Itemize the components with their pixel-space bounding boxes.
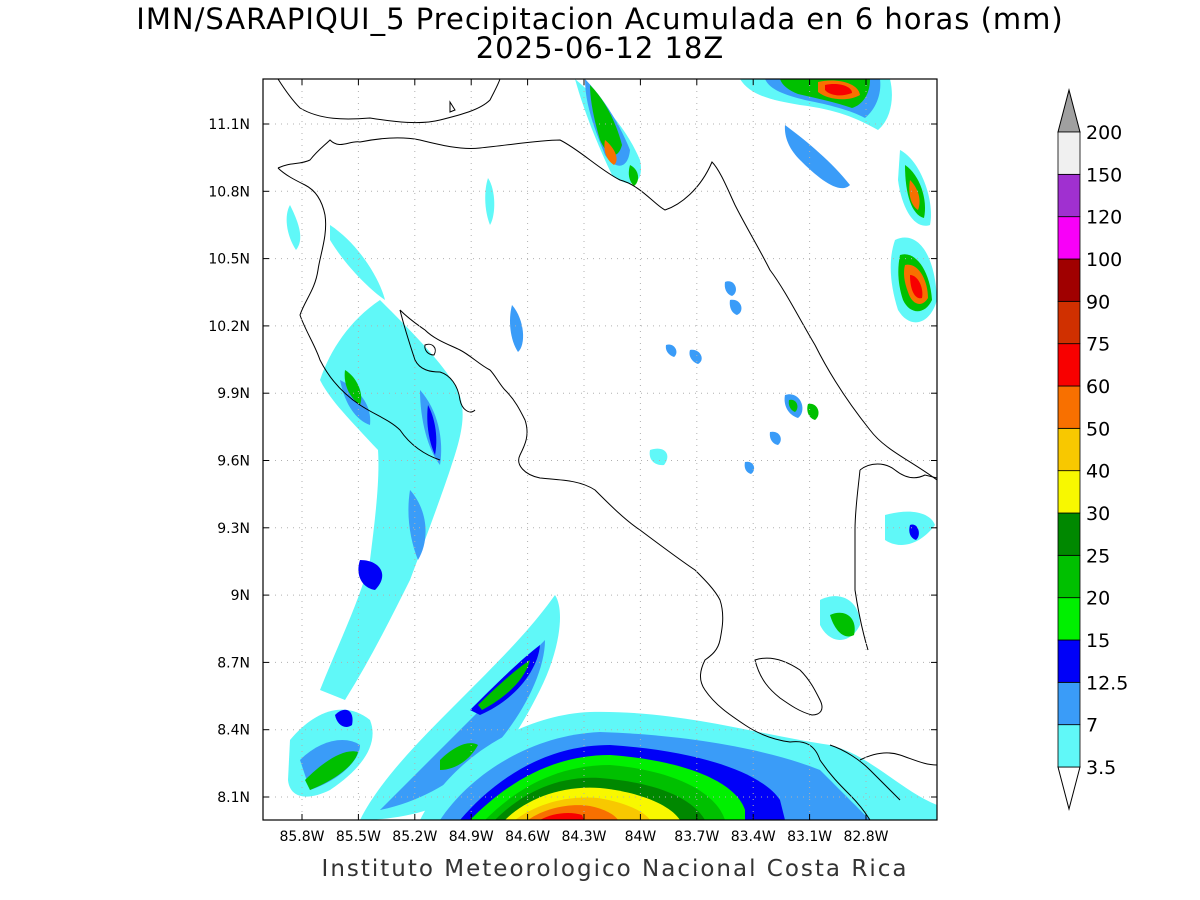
x-tick-label: 83.1W xyxy=(787,829,832,845)
colorbar-swatch xyxy=(1057,131,1081,175)
colorbar-label: 3.5 xyxy=(1086,757,1116,779)
colorbar-swatch xyxy=(1057,385,1081,429)
colorbar-label: 200 xyxy=(1086,122,1122,144)
precipitation-field xyxy=(286,79,937,820)
colorbar-swatch xyxy=(1057,554,1081,599)
colorbar-label: 150 xyxy=(1086,164,1122,186)
x-tick-label: 84W xyxy=(625,829,657,845)
colorbar-swatch xyxy=(1057,427,1081,472)
colorbar-label: 12.5 xyxy=(1086,672,1128,694)
colorbar-label: 15 xyxy=(1086,630,1110,652)
colorbar-swatch xyxy=(1057,258,1081,302)
colorbar-label: 7 xyxy=(1086,715,1098,737)
colorbar-label: 40 xyxy=(1086,461,1110,483)
colorbar-min-arrow xyxy=(1057,766,1081,811)
x-tick-label: 85.8W xyxy=(279,829,324,845)
x-tick-label: 83.7W xyxy=(674,829,719,845)
colorbar-swatch xyxy=(1057,639,1081,683)
colorbar-swatch xyxy=(1057,681,1081,726)
y-tick-label: 10.2N xyxy=(208,319,250,335)
y-tick-label: 8.1N xyxy=(217,790,250,806)
colorbar-label: 100 xyxy=(1086,249,1122,271)
colorbar-label: 20 xyxy=(1086,588,1110,610)
colorbar-label: 75 xyxy=(1086,334,1110,356)
x-tick-label: 85.2W xyxy=(392,829,437,845)
colorbar-swatch xyxy=(1057,512,1081,556)
x-tick-label: 82.8W xyxy=(843,829,888,845)
x-tick-label: 83.4W xyxy=(731,829,776,845)
colorbar-label: 50 xyxy=(1086,418,1110,440)
colorbar-label: 120 xyxy=(1086,207,1122,229)
x-tick-label: 84.6W xyxy=(505,829,550,845)
y-tick-label: 9N xyxy=(231,588,250,604)
map-title: IMN/SARAPIQUI_5 Precipitacion Acumulada … xyxy=(136,2,1064,36)
colorbar: 3.5 7 12.5 15 20 25 30 40 50 60 75 90 100 120 150 200 xyxy=(1057,88,1128,811)
coastline xyxy=(277,79,937,820)
map-frame xyxy=(262,78,938,821)
colorbar-label: 90 xyxy=(1086,291,1110,313)
map-grid xyxy=(263,79,937,820)
colorbar-swatch xyxy=(1057,724,1081,768)
x-tick-label: 84.3W xyxy=(561,829,606,845)
x-tick-label: 85.5W xyxy=(336,829,381,845)
map-subtitle: 2025-06-12 18Z xyxy=(475,31,725,65)
colorbar-label: 25 xyxy=(1086,545,1110,567)
colorbar-max-arrow xyxy=(1057,88,1081,133)
footer-credit: Instituto Meteorologico Nacional Costa R… xyxy=(321,856,909,882)
latitude-axis: 11.1N 10.8N 10.5N 10.2N 9.9N 9.6N 9.3N 9N 8.7N 8.… xyxy=(208,117,937,806)
y-tick-label: 8.4N xyxy=(217,723,250,739)
y-tick-label: 10.5N xyxy=(208,252,250,268)
colorbar-swatch xyxy=(1057,300,1081,345)
colorbar-swatch xyxy=(1057,173,1081,218)
y-tick-label: 9.9N xyxy=(217,386,250,402)
colorbar-swatch xyxy=(1057,597,1081,641)
longitude-axis: 85.8W 85.5W 85.2W 84.9W 84.6W 84.3W 84W 83.7W 83… xyxy=(279,79,889,845)
y-tick-label: 9.6N xyxy=(217,454,250,470)
colorbar-label: 60 xyxy=(1086,376,1110,398)
y-tick-label: 11.1N xyxy=(208,117,250,133)
colorbar-label: 30 xyxy=(1086,503,1110,525)
y-tick-label: 9.3N xyxy=(217,521,250,537)
y-tick-label: 8.7N xyxy=(217,655,250,671)
x-tick-label: 84.9W xyxy=(449,829,494,845)
colorbar-swatch xyxy=(1057,343,1081,387)
colorbar-swatch xyxy=(1057,470,1081,514)
colorbar-swatch xyxy=(1057,216,1081,260)
y-tick-label: 10.8N xyxy=(208,184,250,200)
